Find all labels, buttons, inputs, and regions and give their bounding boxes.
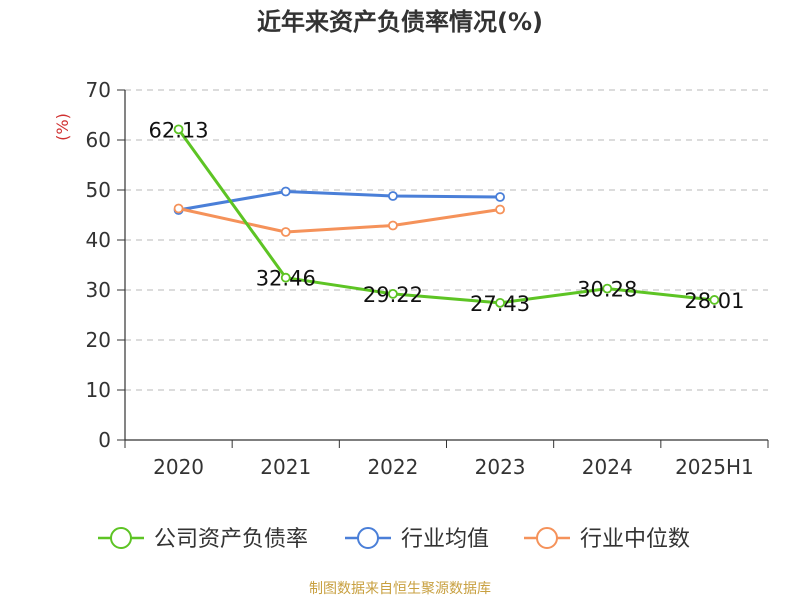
data-point <box>280 186 291 197</box>
legend-marker <box>536 527 558 549</box>
x-tick-label: 2022 <box>367 455 418 479</box>
series-line-1 <box>177 128 715 305</box>
data-label: 29.22 <box>363 283 423 307</box>
series-line-2 <box>178 190 501 212</box>
data-label: 28.01 <box>684 289 744 313</box>
x-tick-label: 2021 <box>260 455 311 479</box>
x-tick-label: 2025H1 <box>675 455 754 479</box>
data-point <box>388 288 398 299</box>
data-point <box>280 272 291 283</box>
data-point <box>173 124 184 135</box>
chart-title: 近年来资产负债率情况(%) <box>257 8 543 36</box>
data-point <box>495 192 505 202</box>
legend-item-3: 行业中位数 <box>524 527 690 552</box>
data-point <box>280 227 291 237</box>
legend-label: 公司资产负债率 <box>154 527 308 552</box>
data-label: 27.43 <box>470 292 530 316</box>
data-label: 32.46 <box>256 267 316 291</box>
data-label: 30.28 <box>577 278 637 302</box>
legend-item-1: 公司资产负债率 <box>98 527 308 552</box>
legend-item-2: 行业均值 <box>345 527 489 552</box>
data-point <box>388 191 398 201</box>
legend-label: 行业中位数 <box>580 527 690 552</box>
series-line-3 <box>178 207 501 234</box>
y-tick-label: 30 <box>86 278 111 302</box>
y-tick-label: 50 <box>86 178 111 202</box>
data-label: 62.13 <box>149 118 209 142</box>
x-tick-label: 2024 <box>582 455 633 479</box>
legend-marker <box>357 527 379 549</box>
data-point <box>709 295 720 305</box>
legend-label: 行业均值 <box>401 527 489 552</box>
y-tick-label: 0 <box>98 428 111 452</box>
data-point <box>173 203 184 214</box>
y-tick-label: 20 <box>86 328 111 352</box>
y-tick-label: 60 <box>86 128 111 152</box>
y-tick-label: 40 <box>86 228 111 252</box>
y-tick-label: 10 <box>86 378 111 402</box>
legend-marker <box>110 527 132 549</box>
y-tick-label: 70 <box>86 78 111 102</box>
y-axis-label: (%) <box>53 113 72 141</box>
data-point <box>602 283 613 294</box>
x-tick-label: 2020 <box>153 455 204 479</box>
data-point <box>495 297 505 308</box>
data-point <box>388 220 398 231</box>
data-point <box>495 204 505 215</box>
x-tick-label: 2023 <box>475 455 526 479</box>
data-source-note: 制图数据来自恒生聚源数据库 <box>309 581 491 597</box>
